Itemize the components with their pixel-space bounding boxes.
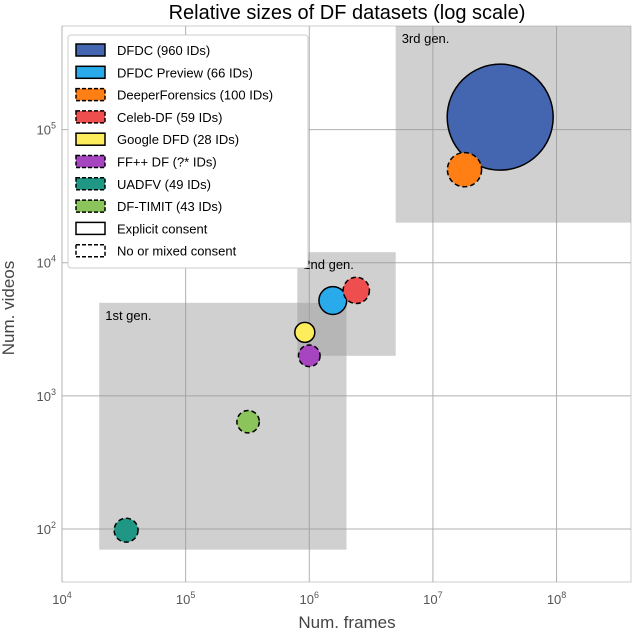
data-point — [294, 321, 316, 344]
legend-label: Celeb-DF (59 IDs) — [117, 110, 222, 125]
legend-label: FF++ DF (?* IDs) — [117, 155, 217, 170]
plot-area: 1st gen. 2nd gen. 3rd gen. 104 105 106 107 108 1… — [37, 25, 632, 607]
generation-label: 1st gen. — [105, 308, 151, 323]
data-point — [318, 285, 348, 316]
generation-box — [99, 302, 347, 550]
x-tick-label: 108 — [547, 590, 566, 607]
legend-swatch — [75, 87, 106, 102]
legend-swatch — [75, 110, 106, 124]
data-point — [297, 344, 321, 368]
x-tick-label: 106 — [300, 590, 319, 607]
generation-label: 3rd gen. — [402, 31, 450, 46]
legend-swatch — [75, 199, 106, 213]
data-point — [342, 276, 371, 305]
data-point — [446, 63, 554, 171]
legend-label: DF-TIMIT (43 IDs) — [117, 199, 222, 214]
legend-swatch — [75, 221, 106, 236]
legend-swatch — [75, 132, 106, 146]
x-tick-label: 107 — [423, 590, 442, 607]
y-tick-label: 104 — [37, 254, 56, 271]
legend-label: DFDC (960 IDs) — [117, 43, 210, 58]
y-tick-label: 102 — [37, 520, 56, 537]
x-tick-label: 104 — [52, 590, 71, 607]
y-axis-label: Num. videos — [0, 261, 18, 355]
legend-label: DeeperForensics (100 IDs) — [117, 88, 273, 103]
legend-box — [67, 34, 309, 269]
chart-title: Relative sizes of DF datasets (log scale… — [169, 2, 526, 24]
y-tick-label: 105 — [37, 121, 56, 138]
legend-label: DFDC Preview (66 IDs) — [117, 65, 253, 80]
legend-label: UADFV (49 IDs) — [117, 177, 211, 192]
legend-swatch — [75, 243, 106, 258]
legend-swatch — [75, 154, 106, 169]
generation-label: 2nd gen. — [303, 257, 354, 272]
legend-label: Google DFD (28 IDs) — [117, 132, 239, 147]
x-axis-label: Num. frames — [298, 613, 395, 632]
data-point — [113, 517, 139, 543]
legend-swatch — [75, 177, 106, 191]
data-point — [236, 409, 261, 434]
x-tick-label: 105 — [176, 590, 195, 607]
legend-swatch — [75, 65, 106, 80]
legend-swatch — [75, 43, 106, 57]
legend-label: No or mixed consent — [117, 244, 237, 259]
data-point — [446, 151, 483, 188]
legend-label: Explicit consent — [117, 221, 208, 236]
y-tick-label: 103 — [37, 387, 56, 404]
